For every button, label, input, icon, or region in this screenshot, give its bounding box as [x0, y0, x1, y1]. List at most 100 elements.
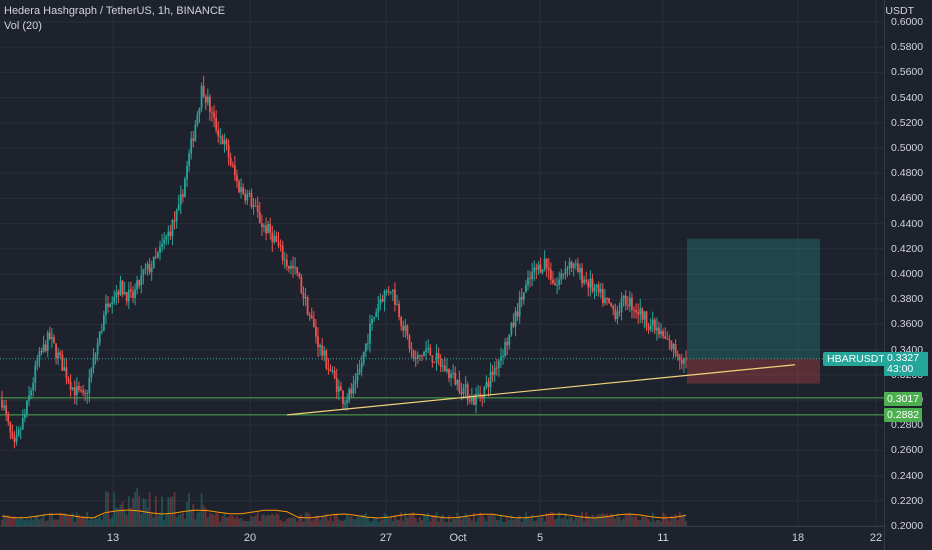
volume-bar: [375, 518, 378, 526]
candle-body: [506, 341, 509, 346]
volume-bar: [649, 521, 652, 526]
candle-body: [342, 390, 344, 404]
volume-bar: [90, 516, 93, 526]
volume-bar: [645, 516, 648, 526]
volume-bar: [75, 512, 78, 526]
volume-bar: [612, 515, 615, 526]
candle-body: [666, 338, 669, 340]
candle-body: [396, 304, 398, 306]
volume-bar: [117, 508, 120, 526]
candle-body: [364, 343, 367, 352]
candle-body: [90, 368, 93, 378]
volume-bar: [252, 517, 255, 526]
volume-bar: [493, 516, 496, 526]
price-tick-label: 0.4400: [891, 217, 924, 230]
symbol-legend[interactable]: Hedera Hashgraph / TetherUS, 1h, BINANCE: [4, 5, 226, 17]
volume-bar: [672, 517, 675, 526]
volume-bar: [335, 513, 338, 526]
volume-bar: [379, 520, 382, 526]
candle-body: [292, 265, 294, 269]
volume-bar: [364, 512, 367, 526]
volume-bar: [448, 515, 450, 526]
candle-body: [468, 400, 471, 402]
volume-bar: [23, 520, 26, 526]
candle-body: [11, 432, 14, 439]
candle-body: [100, 330, 103, 332]
candle-body: [587, 281, 590, 288]
candle-body: [626, 305, 629, 307]
volume-bar: [408, 514, 411, 526]
candle-body: [373, 317, 376, 319]
volume-bar: [94, 516, 97, 526]
volume-bar: [479, 512, 482, 526]
volume-bar: [190, 509, 193, 526]
candle-body: [391, 289, 394, 292]
candle-body: [304, 297, 307, 299]
candle-body: [655, 327, 658, 331]
volume-bar: [206, 517, 209, 526]
volume-bar: [579, 517, 581, 526]
volume-bar: [296, 521, 299, 526]
candle-body: [568, 261, 571, 269]
volume-bar: [381, 519, 384, 526]
candle-body: [344, 403, 346, 405]
candle-body: [132, 291, 134, 298]
volume-bar: [394, 515, 396, 526]
candle-body: [84, 392, 87, 394]
volume-bar: [26, 518, 28, 526]
volume-bar: [633, 516, 635, 526]
volume-bar: [57, 519, 60, 526]
candle-body: [1, 400, 3, 408]
volume-bar: [352, 518, 355, 526]
volume-bar: [169, 497, 172, 526]
candle-body: [121, 280, 124, 295]
volume-bar: [19, 516, 22, 526]
volume-bar: [59, 513, 62, 526]
volume-bar: [616, 513, 619, 526]
candle-body: [277, 241, 280, 246]
candle-body: [599, 288, 602, 293]
volume-bar: [34, 515, 37, 526]
candle-body: [421, 355, 423, 357]
candle-body: [15, 435, 18, 442]
volume-bar: [310, 520, 313, 526]
volume-bar: [373, 518, 376, 526]
volume-bar: [192, 504, 195, 526]
candle-body: [473, 396, 475, 405]
candle-body: [263, 225, 265, 227]
candle-body: [196, 114, 199, 125]
candle-body: [202, 85, 205, 97]
volume-bar: [275, 513, 278, 526]
volume-bar: [292, 517, 294, 526]
candle-body: [59, 352, 62, 355]
candle-body: [616, 311, 619, 320]
volume-bar: [454, 519, 457, 526]
candle-body: [583, 279, 586, 284]
candle-body: [676, 354, 679, 357]
candle-body: [491, 371, 494, 375]
last-price: 0.3327: [887, 352, 920, 364]
candle-body: [154, 256, 157, 258]
volume-bar: [177, 514, 180, 526]
candle-body: [354, 380, 357, 385]
candle-body: [664, 336, 667, 339]
volume-bar: [265, 516, 267, 526]
volume-legend[interactable]: Vol (20): [4, 20, 42, 32]
candle-body: [358, 368, 361, 374]
candle-body: [88, 377, 91, 394]
candle-body: [670, 340, 673, 350]
candle-body: [448, 368, 450, 378]
volume-bar: [402, 520, 405, 526]
candle-body: [335, 377, 338, 392]
candle-body: [591, 278, 594, 292]
candle-body: [558, 279, 561, 285]
volume-bar: [404, 512, 407, 526]
volume-bar: [179, 514, 182, 526]
candle-body: [144, 268, 147, 270]
candle-body: [288, 266, 290, 269]
candle-body: [258, 212, 261, 224]
volume-bar: [568, 516, 571, 526]
volume-bar: [427, 512, 430, 526]
candle-body: [533, 267, 536, 273]
